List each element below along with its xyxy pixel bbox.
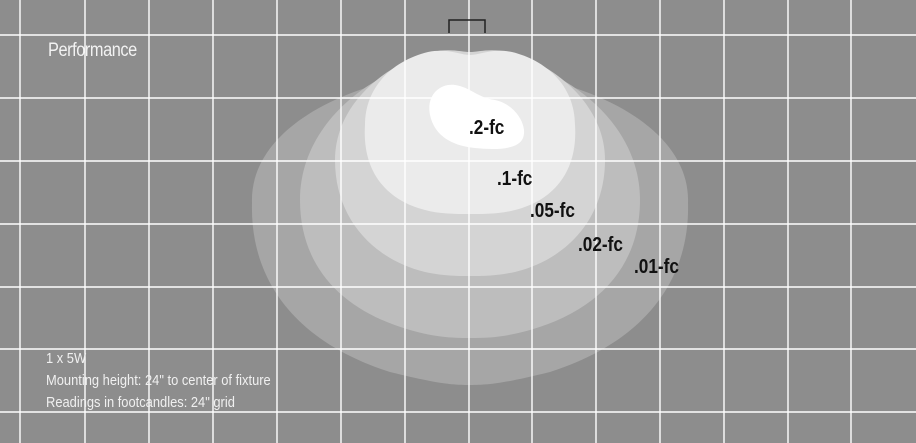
note-lamp: 1 x 5W <box>46 350 87 367</box>
contour-label-0-1-fc: .1-fc <box>497 168 533 190</box>
note-mounting-height: Mounting height: 24" to center of fixtur… <box>46 372 271 389</box>
contour-label-0-2-fc: .2-fc <box>469 117 505 139</box>
note-readings: Readings in footcandles: 24" grid <box>46 394 235 411</box>
fixture-icon <box>448 19 486 33</box>
contour-0-2-fc <box>429 84 525 149</box>
contour-label-0-01-fc: .01-fc <box>634 256 679 278</box>
contour-label-0-02-fc: .02-fc <box>578 234 623 256</box>
chart-title: Performance <box>48 40 137 61</box>
contour-label-0-05-fc: .05-fc <box>530 200 575 222</box>
